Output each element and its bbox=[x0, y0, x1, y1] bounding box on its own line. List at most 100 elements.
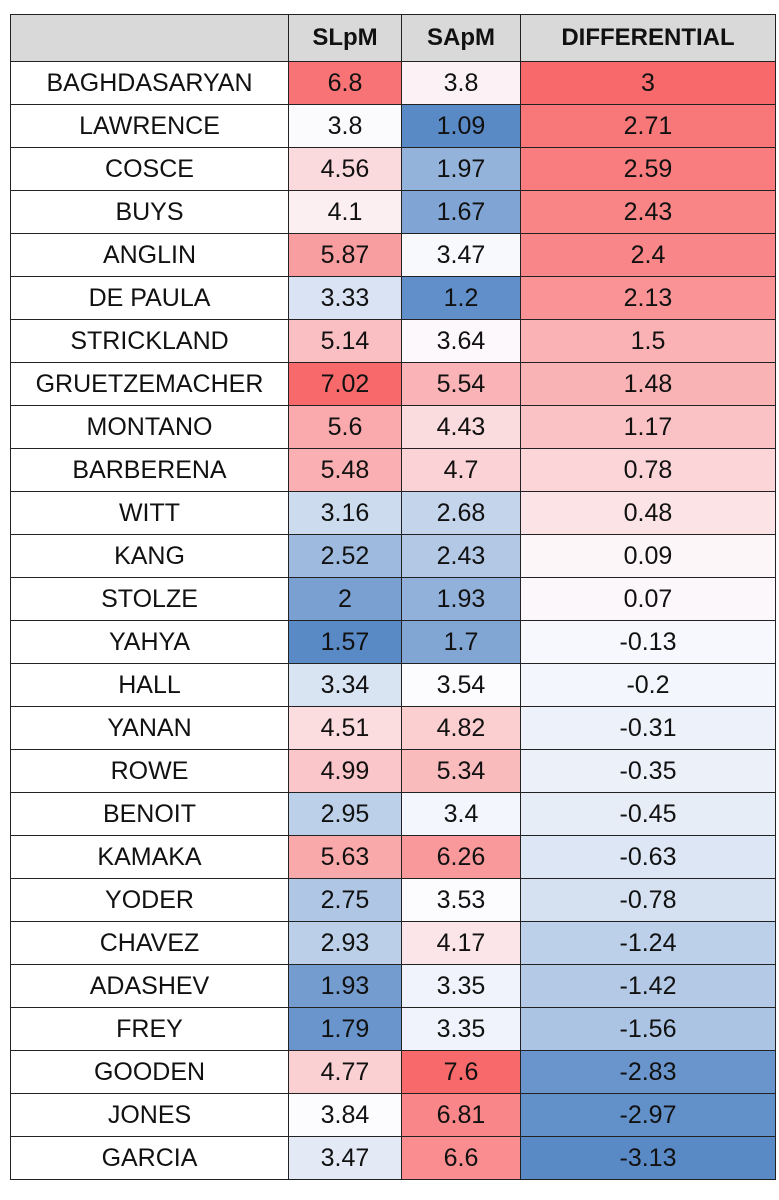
fighter-name: COSCE bbox=[10, 147, 289, 191]
cell-slpm: 1.79 bbox=[288, 1007, 402, 1051]
fighter-name: CHAVEZ bbox=[10, 921, 289, 965]
cell-sapm: 3.54 bbox=[401, 663, 521, 707]
table-row: WITT 3.16 2.68 0.48 bbox=[10, 491, 776, 535]
header-slpm: SLpM bbox=[288, 14, 402, 62]
fighter-name: KAMAKA bbox=[10, 835, 289, 879]
fighter-name: FREY bbox=[10, 1007, 289, 1051]
cell-sapm: 3.47 bbox=[401, 233, 521, 277]
fighter-name: HALL bbox=[10, 663, 289, 707]
fighter-name: BUYS bbox=[10, 190, 289, 234]
cell-slpm: 5.63 bbox=[288, 835, 402, 879]
stats-table: SLpM SApM DIFFERENTIAL BAGHDASARYAN 6.8 3.… bbox=[10, 14, 776, 1180]
cell-diff: -2.97 bbox=[520, 1093, 776, 1137]
cell-diff: -0.2 bbox=[520, 663, 776, 707]
cell-slpm: 2 bbox=[288, 577, 402, 621]
cell-diff: 2.13 bbox=[520, 276, 776, 320]
cell-sapm: 2.68 bbox=[401, 491, 521, 535]
table-row: JONES 3.84 6.81 -2.97 bbox=[10, 1093, 776, 1137]
table-row: MONTANO 5.6 4.43 1.17 bbox=[10, 405, 776, 449]
cell-sapm: 1.67 bbox=[401, 190, 521, 234]
cell-sapm: 6.81 bbox=[401, 1093, 521, 1137]
cell-diff: 1.5 bbox=[520, 319, 776, 363]
fighter-name: GOODEN bbox=[10, 1050, 289, 1094]
cell-slpm: 1.57 bbox=[288, 620, 402, 664]
cell-diff: -1.24 bbox=[520, 921, 776, 965]
cell-diff: -1.42 bbox=[520, 964, 776, 1008]
cell-slpm: 5.48 bbox=[288, 448, 402, 492]
cell-diff: 2.59 bbox=[520, 147, 776, 191]
table-row: GRUETZEMACHER 7.02 5.54 1.48 bbox=[10, 362, 776, 406]
fighter-name: ROWE bbox=[10, 749, 289, 793]
fighter-name: WITT bbox=[10, 491, 289, 535]
fighter-name: KANG bbox=[10, 534, 289, 578]
fighter-name: YAHYA bbox=[10, 620, 289, 664]
fighter-name: BAGHDASARYAN bbox=[10, 61, 289, 105]
cell-sapm: 3.64 bbox=[401, 319, 521, 363]
fighter-name: YANAN bbox=[10, 706, 289, 750]
cell-diff: 3 bbox=[520, 61, 776, 105]
table-row: ROWE 4.99 5.34 -0.35 bbox=[10, 749, 776, 793]
cell-sapm: 5.34 bbox=[401, 749, 521, 793]
table-row: ADASHEV 1.93 3.35 -1.42 bbox=[10, 964, 776, 1008]
cell-diff: -3.13 bbox=[520, 1136, 776, 1180]
cell-slpm: 2.93 bbox=[288, 921, 402, 965]
table-row: STRICKLAND 5.14 3.64 1.5 bbox=[10, 319, 776, 363]
table-row: ANGLIN 5.87 3.47 2.4 bbox=[10, 233, 776, 277]
table-row: CHAVEZ 2.93 4.17 -1.24 bbox=[10, 921, 776, 965]
table-row: COSCE 4.56 1.97 2.59 bbox=[10, 147, 776, 191]
table-row: BENOIT 2.95 3.4 -0.45 bbox=[10, 792, 776, 836]
fighter-name: BARBERENA bbox=[10, 448, 289, 492]
cell-sapm: 1.93 bbox=[401, 577, 521, 621]
cell-diff: 0.07 bbox=[520, 577, 776, 621]
cell-sapm: 4.7 bbox=[401, 448, 521, 492]
cell-diff: -0.13 bbox=[520, 620, 776, 664]
fighter-name: BENOIT bbox=[10, 792, 289, 836]
cell-slpm: 7.02 bbox=[288, 362, 402, 406]
cell-slpm: 1.93 bbox=[288, 964, 402, 1008]
cell-slpm: 2.75 bbox=[288, 878, 402, 922]
table-row: YODER 2.75 3.53 -0.78 bbox=[10, 878, 776, 922]
header-differential: DIFFERENTIAL bbox=[520, 14, 776, 62]
fighter-name: STOLZE bbox=[10, 577, 289, 621]
cell-slpm: 4.1 bbox=[288, 190, 402, 234]
table-row: YANAN 4.51 4.82 -0.31 bbox=[10, 706, 776, 750]
fighter-name: STRICKLAND bbox=[10, 319, 289, 363]
cell-sapm: 7.6 bbox=[401, 1050, 521, 1094]
cell-sapm: 4.17 bbox=[401, 921, 521, 965]
cell-sapm: 3.35 bbox=[401, 964, 521, 1008]
fighter-name: ANGLIN bbox=[10, 233, 289, 277]
cell-diff: 2.4 bbox=[520, 233, 776, 277]
table-row: LAWRENCE 3.8 1.09 2.71 bbox=[10, 104, 776, 148]
table-row: GOODEN 4.77 7.6 -2.83 bbox=[10, 1050, 776, 1094]
cell-slpm: 3.33 bbox=[288, 276, 402, 320]
cell-diff: -0.63 bbox=[520, 835, 776, 879]
cell-slpm: 2.52 bbox=[288, 534, 402, 578]
cell-slpm: 4.77 bbox=[288, 1050, 402, 1094]
table-row: DE PAULA 3.33 1.2 2.13 bbox=[10, 276, 776, 320]
cell-sapm: 4.43 bbox=[401, 405, 521, 449]
header-sapm: SApM bbox=[401, 14, 521, 62]
cell-sapm: 1.97 bbox=[401, 147, 521, 191]
cell-slpm: 3.34 bbox=[288, 663, 402, 707]
fighter-name: GARCIA bbox=[10, 1136, 289, 1180]
cell-sapm: 1.09 bbox=[401, 104, 521, 148]
cell-diff: 2.71 bbox=[520, 104, 776, 148]
fighter-name: GRUETZEMACHER bbox=[10, 362, 289, 406]
cell-sapm: 2.43 bbox=[401, 534, 521, 578]
table-row: BAGHDASARYAN 6.8 3.8 3 bbox=[10, 61, 776, 105]
table-row: KANG 2.52 2.43 0.09 bbox=[10, 534, 776, 578]
cell-slpm: 4.56 bbox=[288, 147, 402, 191]
fighter-name: YODER bbox=[10, 878, 289, 922]
fighter-name: ADASHEV bbox=[10, 964, 289, 1008]
cell-slpm: 3.8 bbox=[288, 104, 402, 148]
cell-sapm: 6.6 bbox=[401, 1136, 521, 1180]
fighter-name: LAWRENCE bbox=[10, 104, 289, 148]
cell-slpm: 5.6 bbox=[288, 405, 402, 449]
cell-slpm: 3.16 bbox=[288, 491, 402, 535]
cell-slpm: 4.99 bbox=[288, 749, 402, 793]
cell-diff: 1.17 bbox=[520, 405, 776, 449]
cell-sapm: 5.54 bbox=[401, 362, 521, 406]
fighter-name: DE PAULA bbox=[10, 276, 289, 320]
table-row: YAHYA 1.57 1.7 -0.13 bbox=[10, 620, 776, 664]
cell-sapm: 3.35 bbox=[401, 1007, 521, 1051]
